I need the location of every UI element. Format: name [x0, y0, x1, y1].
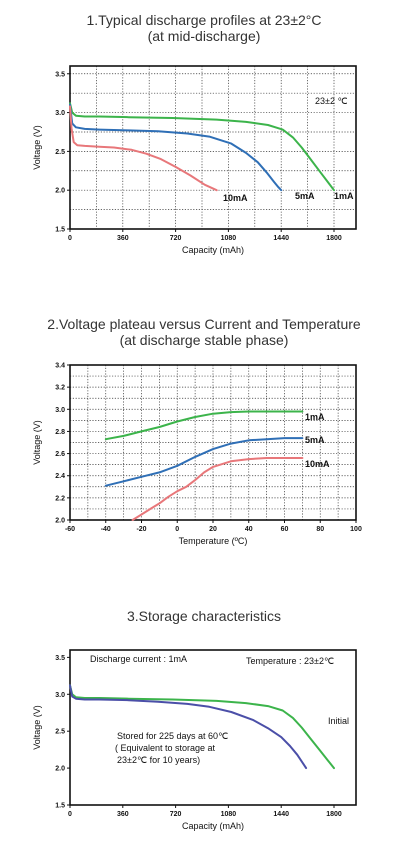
y-tick-label: 3.0 — [55, 110, 65, 117]
y-tick-label: 3.4 — [55, 363, 65, 370]
series-line-1ma — [104, 410, 304, 441]
x-tick-label: 360 — [117, 811, 129, 818]
series-line-5ma — [69, 103, 283, 192]
y-tick-label: 3.0 — [55, 692, 65, 699]
series-line-stored — [69, 684, 308, 770]
x-tick-label: 1080 — [221, 811, 237, 818]
y-tick-label: 2.6 — [55, 451, 65, 458]
x-tick-label: 0 — [175, 526, 179, 533]
y-tick-label: 3.2 — [55, 385, 65, 392]
chart1-title: 1.Typical discharge profiles at 23±2°C (… — [0, 12, 408, 44]
chart-1: 0 360 720 1080 1440 1800 1.5 2.0 2.5 3.0 3.5 Capaci… — [32, 65, 357, 255]
chart-2: -60 -40 -20 0 20 40 60 80 100 2.0 2.2 2.4 2.6 2.8 3.0 3… — [32, 363, 362, 547]
series-line-10ma — [131, 457, 304, 521]
y-tick-label: 2.2 — [55, 495, 65, 502]
series-line-1ma — [69, 102, 335, 192]
x-tick-label: 1440 — [273, 235, 289, 242]
x-tick-label: 360 — [117, 235, 129, 242]
series-label-5ma: 5mA — [295, 191, 315, 201]
y-tick-label: 1.5 — [55, 803, 65, 810]
x-tick-label: -60 — [65, 526, 75, 533]
x-tick-label: 0 — [68, 235, 72, 242]
x-tick-label: -40 — [101, 526, 111, 533]
y-axis-label: Voltage (V) — [32, 125, 42, 170]
series-line-5ma — [104, 437, 304, 487]
temperature-annotation: Temperature : 23±2℃ — [246, 656, 334, 666]
storage-note-line2: ( Equivalent to storage at — [115, 743, 216, 753]
x-tick-label: 0 — [68, 811, 72, 818]
x-tick-label: 720 — [170, 235, 182, 242]
series-line-10ma — [69, 105, 218, 192]
x-tick-label: 1800 — [326, 811, 342, 818]
x-tick-label: 80 — [316, 526, 324, 533]
y-axis-label: Voltage (V) — [32, 420, 42, 465]
y-tick-label: 3.0 — [55, 407, 65, 414]
chart2-title-line2: (at discharge stable phase) — [119, 332, 289, 348]
x-tick-label: 100 — [350, 526, 362, 533]
series-label-10ma: 10mA — [305, 459, 330, 469]
x-tick-label: -20 — [136, 526, 146, 533]
chart1-title-line1: 1.Typical discharge profiles at 23±2°C — [86, 12, 322, 28]
storage-note-line1: Stored for 225 days at 60℃ — [117, 731, 228, 741]
series-label-5ma: 5mA — [305, 435, 325, 445]
chart3-frame — [69, 649, 357, 806]
x-tick-label: 40 — [245, 526, 253, 533]
y-tick-label: 3.5 — [55, 655, 65, 662]
chart1-frame — [69, 65, 357, 230]
series-label-initial: Initial — [328, 716, 349, 726]
series-line-initial — [69, 684, 335, 770]
storage-note-line3: 23±2℃ for 10 years) — [117, 755, 200, 765]
chart2-title: 2.Voltage plateau versus Current and Tem… — [0, 316, 408, 348]
y-tick-label: 2.5 — [55, 729, 65, 736]
chart-3: 0 360 720 1080 1440 1800 1.5 2.0 2.5 3.0 3.5 Capaci… — [32, 649, 357, 831]
chart1-title-line2: (at mid-discharge) — [147, 28, 261, 44]
x-axis-label: Temperature (ºC) — [179, 536, 248, 546]
y-tick-label: 2.4 — [55, 473, 65, 480]
series-label-10ma: 10mA — [223, 193, 248, 203]
y-tick-label: 2.0 — [55, 766, 65, 773]
series-label-1ma: 1mA — [334, 191, 354, 201]
x-tick-label: 720 — [170, 811, 182, 818]
x-axis-label: Capacity (mAh) — [182, 821, 244, 831]
temperature-annotation: 23±2 ℃ — [315, 96, 348, 106]
series-label-1ma: 1mA — [305, 412, 325, 422]
discharge-current-annotation: Discharge current : 1mA — [90, 654, 187, 664]
chart2-grid — [70, 365, 356, 520]
x-axis-label: Capacity (mAh) — [182, 245, 244, 255]
y-tick-label: 2.8 — [55, 429, 65, 436]
y-tick-label: 2.0 — [55, 188, 65, 195]
y-tick-label: 2.5 — [55, 149, 65, 156]
y-tick-label: 1.5 — [55, 227, 65, 234]
chart3-title: 3.Storage characteristics — [0, 608, 408, 624]
chart2-title-line1: 2.Voltage plateau versus Current and Tem… — [47, 316, 361, 332]
x-tick-label: 60 — [281, 526, 289, 533]
chart3-title-line1: 3.Storage characteristics — [126, 608, 282, 624]
x-tick-label: 20 — [209, 526, 217, 533]
x-tick-label: 1440 — [273, 811, 289, 818]
y-axis-label: Voltage (V) — [32, 705, 42, 750]
y-tick-label: 2.0 — [55, 518, 65, 525]
x-tick-label: 1080 — [221, 235, 237, 242]
y-tick-label: 3.5 — [55, 71, 65, 78]
x-tick-label: 1800 — [326, 235, 342, 242]
